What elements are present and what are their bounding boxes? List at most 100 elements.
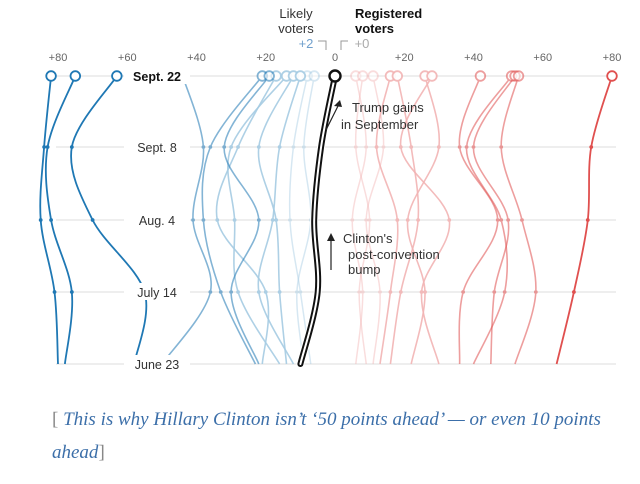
series-13-point-2 bbox=[367, 218, 372, 222]
series-11-point-1 bbox=[301, 145, 306, 149]
series-20-point-3 bbox=[502, 290, 507, 294]
series-11-point-3 bbox=[295, 290, 299, 294]
series-18-point-2 bbox=[447, 218, 452, 222]
x-tick-label-4: 0 bbox=[332, 52, 338, 64]
series-17-point-2 bbox=[405, 218, 410, 222]
series-13 bbox=[353, 70, 372, 365]
series-23 bbox=[555, 70, 618, 365]
date-label-2-bg bbox=[124, 211, 190, 228]
series-5-point-3 bbox=[229, 290, 234, 294]
series-9-point-3 bbox=[256, 290, 261, 294]
series-22-point-3 bbox=[533, 290, 538, 294]
series-22 bbox=[499, 70, 538, 365]
date-label-3: July 14 bbox=[124, 283, 190, 300]
series-10-point-1 bbox=[291, 145, 296, 149]
series-5-endpoint bbox=[263, 70, 275, 82]
series-21-point-1 bbox=[471, 145, 476, 149]
series-8-point-1 bbox=[256, 145, 261, 149]
series-9-point-2 bbox=[270, 218, 275, 222]
date-label-2-text: Aug. 4 bbox=[139, 214, 175, 228]
series-1-point-2 bbox=[49, 218, 53, 222]
series-17-point-1 bbox=[436, 145, 441, 149]
series-14-point-3 bbox=[378, 290, 382, 294]
series-13-line bbox=[354, 75, 371, 365]
series-1-endpoint bbox=[69, 70, 82, 82]
trump-gains-line-1: Trump gains bbox=[352, 100, 424, 115]
series-19-point-3 bbox=[461, 290, 466, 294]
state-lines bbox=[38, 69, 618, 368]
series-5-point-1 bbox=[222, 145, 227, 149]
clinton-bump-line-2: post-convention bbox=[348, 247, 440, 262]
clinton-bump-line-3: bump bbox=[348, 262, 381, 277]
series-7-point-1 bbox=[229, 145, 234, 149]
series-13-point-1 bbox=[353, 145, 358, 149]
series-12-point-3 bbox=[360, 290, 365, 294]
series-9-endpoint bbox=[294, 70, 307, 82]
date-label-1-bg bbox=[124, 138, 190, 155]
likely-voters-label-1: Likely bbox=[279, 6, 313, 21]
trump-gains-line-2: in September bbox=[341, 117, 419, 132]
series-16-point-3 bbox=[398, 290, 403, 294]
series-14-endpoint bbox=[367, 70, 379, 82]
trump-gains-arrowhead bbox=[334, 100, 342, 107]
likely-voters-value: +2 bbox=[299, 36, 314, 51]
series-13-endpoint bbox=[357, 70, 369, 82]
series-6-point-2 bbox=[215, 218, 220, 222]
series-19 bbox=[457, 70, 500, 365]
series-23-point-2 bbox=[585, 218, 590, 222]
x-tick-label-0: +80 bbox=[49, 52, 68, 64]
article-link[interactable]: This is why Hillary Clinton isn’t ‘50 po… bbox=[52, 409, 601, 463]
series-10-line bbox=[288, 75, 312, 365]
series-2-point-2 bbox=[90, 218, 95, 222]
series-0-point-1 bbox=[42, 145, 47, 149]
date-label-0-bg bbox=[124, 67, 190, 84]
series-3-point-1 bbox=[201, 145, 206, 149]
series-23-endpoint bbox=[606, 70, 618, 82]
series-24 bbox=[296, 69, 342, 368]
series-3-point-3 bbox=[208, 290, 213, 294]
series-16-endpoint bbox=[391, 70, 404, 82]
x-tick-label-7: +60 bbox=[533, 52, 552, 64]
series-12-point-2 bbox=[350, 218, 355, 222]
series-10-point-2 bbox=[288, 218, 292, 222]
series-2-endpoint bbox=[111, 70, 123, 82]
series-10-point-3 bbox=[298, 290, 303, 294]
series-16-point-2 bbox=[416, 218, 420, 222]
caption-bracket-close: ] bbox=[98, 442, 105, 463]
series-5 bbox=[222, 70, 275, 365]
series-12-line bbox=[351, 75, 367, 365]
series-7-point-2 bbox=[232, 218, 237, 222]
series-12-endpoint bbox=[350, 70, 362, 82]
series-17-point-3 bbox=[423, 290, 427, 294]
series-2 bbox=[69, 70, 148, 365]
clinton-bump-line-1: Clinton's bbox=[343, 231, 393, 246]
series-0 bbox=[38, 70, 59, 365]
series-22-point-1 bbox=[499, 145, 504, 149]
series-14 bbox=[364, 70, 386, 365]
series-8-point-3 bbox=[277, 290, 282, 294]
x-axis-ticks: +80 +60 +40 +20 0 +20 +40 +60 +80 bbox=[49, 52, 622, 64]
x-tick-label-1: +60 bbox=[118, 52, 137, 64]
series-12-point-1 bbox=[364, 145, 369, 149]
series-21-point-3 bbox=[492, 290, 497, 294]
date-label-2: Aug. 4 bbox=[124, 211, 190, 228]
date-label-0: Sept. 22 bbox=[124, 67, 190, 84]
series-0-point-2 bbox=[38, 218, 43, 222]
series-4-point-1 bbox=[208, 145, 213, 149]
likely-voters-label-2: voters bbox=[278, 21, 314, 36]
series-1 bbox=[44, 70, 82, 365]
x-tick-label-2: +40 bbox=[187, 52, 206, 64]
series-7 bbox=[227, 70, 293, 365]
series-6-point-1 bbox=[236, 145, 240, 149]
series-3-point-2 bbox=[191, 218, 195, 222]
series-19-endpoint bbox=[474, 70, 487, 82]
chart-annotations: Trump gains in September Clinton's post-… bbox=[325, 100, 440, 277]
chart-header: Likely voters +2 Registered voters +0 bbox=[278, 6, 422, 51]
series-4-point-3 bbox=[218, 290, 223, 294]
likely-voters-bracket bbox=[318, 40, 327, 50]
series-20 bbox=[464, 70, 518, 365]
series-7-point-3 bbox=[236, 290, 240, 294]
series-17 bbox=[405, 70, 441, 365]
x-tick-label-3: +20 bbox=[256, 52, 275, 64]
x-tick-label-5: +20 bbox=[395, 52, 414, 64]
